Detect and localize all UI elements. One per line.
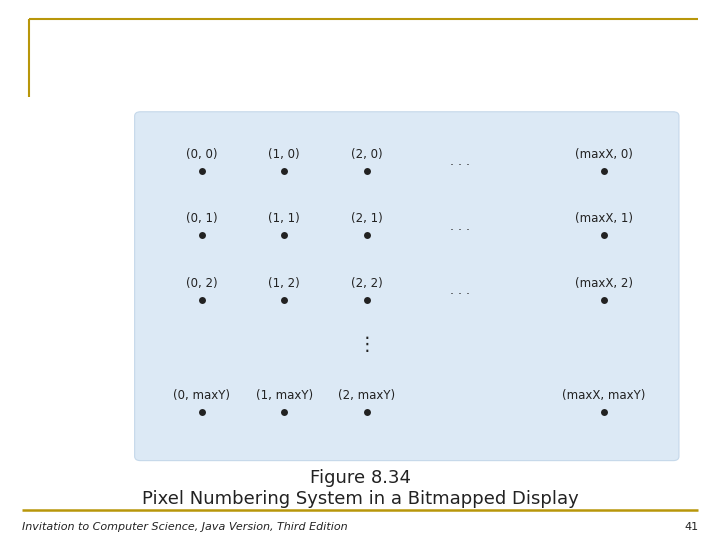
Text: (0, 1): (0, 1) — [186, 212, 217, 226]
Text: Figure 8.34: Figure 8.34 — [310, 469, 410, 487]
Text: (1, 0): (1, 0) — [269, 148, 300, 161]
Text: ⋮: ⋮ — [357, 335, 377, 354]
Text: (1, maxY): (1, maxY) — [256, 389, 312, 402]
Text: (1, 2): (1, 2) — [269, 277, 300, 290]
Text: · · ·: · · · — [450, 224, 470, 237]
Text: (2, 1): (2, 1) — [351, 212, 383, 226]
Text: (1, 1): (1, 1) — [269, 212, 300, 226]
Text: Pixel Numbering System in a Bitmapped Display: Pixel Numbering System in a Bitmapped Di… — [142, 490, 578, 509]
Text: (2, 0): (2, 0) — [351, 148, 382, 161]
Text: (maxX, 0): (maxX, 0) — [575, 148, 633, 161]
Text: (0, maxY): (0, maxY) — [174, 389, 230, 402]
Text: · · ·: · · · — [450, 159, 470, 172]
Text: (maxX, 2): (maxX, 2) — [575, 277, 633, 290]
Text: (2, maxY): (2, maxY) — [338, 389, 395, 402]
Text: 41: 41 — [684, 522, 698, 531]
Text: Invitation to Computer Science, Java Version, Third Edition: Invitation to Computer Science, Java Ver… — [22, 522, 347, 531]
FancyBboxPatch shape — [135, 112, 679, 461]
Text: (maxX, 1): (maxX, 1) — [575, 212, 633, 226]
Text: (0, 2): (0, 2) — [186, 277, 217, 290]
Text: (0, 0): (0, 0) — [186, 148, 217, 161]
Text: (maxX, maxY): (maxX, maxY) — [562, 389, 646, 402]
Text: · · ·: · · · — [450, 288, 470, 301]
Text: (2, 2): (2, 2) — [351, 277, 383, 290]
